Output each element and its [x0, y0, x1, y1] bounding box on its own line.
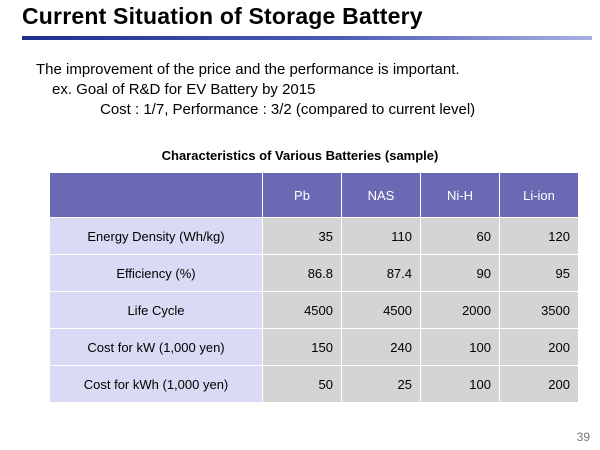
page-number: 39: [576, 430, 590, 444]
slide-title: Current Situation of Storage Battery: [22, 3, 423, 29]
intro-text: The improvement of the price and the per…: [36, 60, 475, 120]
table-cell: 50: [262, 365, 342, 403]
title-underline: [22, 36, 592, 40]
table-row: Energy Density (Wh/kg) 35 110 60 120: [49, 217, 579, 255]
row-label: Cost for kWh (1,000 yen): [49, 365, 263, 403]
table-row: Life Cycle 4500 4500 2000 3500: [49, 291, 579, 329]
column-header: Ni-H: [420, 172, 500, 218]
column-header: Li-ion: [499, 172, 579, 218]
table-cell: 86.8: [262, 254, 342, 292]
table-corner-cell: [49, 172, 263, 218]
table-row: Cost for kW (1,000 yen) 150 240 100 200: [49, 328, 579, 366]
table-cell: 100: [420, 365, 500, 403]
table-cell: 25: [341, 365, 421, 403]
row-label: Life Cycle: [49, 291, 263, 329]
row-label: Cost for kW (1,000 yen): [49, 328, 263, 366]
column-header: NAS: [341, 172, 421, 218]
intro-line-3: Cost : 1/7, Performance : 3/2 (compared …: [100, 101, 476, 118]
table-cell: 150: [262, 328, 342, 366]
table-cell: 200: [499, 365, 579, 403]
table-caption: Characteristics of Various Batteries (sa…: [161, 148, 439, 163]
row-label: Energy Density (Wh/kg): [49, 217, 263, 255]
column-header: Pb: [262, 172, 342, 218]
intro-line-1: The improvement of the price and the per…: [36, 61, 460, 78]
intro-line-2: ex. Goal of R&D for EV Battery by 2015: [52, 81, 316, 98]
table-cell: 200: [499, 328, 579, 366]
table-row: Efficiency (%) 86.8 87.4 90 95: [49, 254, 579, 292]
table-cell: 90: [420, 254, 500, 292]
table-cell: 110: [341, 217, 421, 255]
table-cell: 2000: [420, 291, 500, 329]
table-row: Cost for kWh (1,000 yen) 50 25 100 200: [49, 365, 579, 403]
table-cell: 3500: [499, 291, 579, 329]
table-cell: 4500: [341, 291, 421, 329]
table-cell: 100: [420, 328, 500, 366]
table-cell: 120: [499, 217, 579, 255]
table-cell: 240: [341, 328, 421, 366]
table-cell: 60: [420, 217, 500, 255]
row-label: Efficiency (%): [49, 254, 263, 292]
table-cell: 4500: [262, 291, 342, 329]
table-cell: 95: [499, 254, 579, 292]
table-cell: 35: [262, 217, 342, 255]
table-header-row: Pb NAS Ni-H Li-ion: [49, 172, 579, 218]
table-cell: 87.4: [341, 254, 421, 292]
battery-table: Pb NAS Ni-H Li-ion Energy Density (Wh/kg…: [49, 172, 579, 403]
